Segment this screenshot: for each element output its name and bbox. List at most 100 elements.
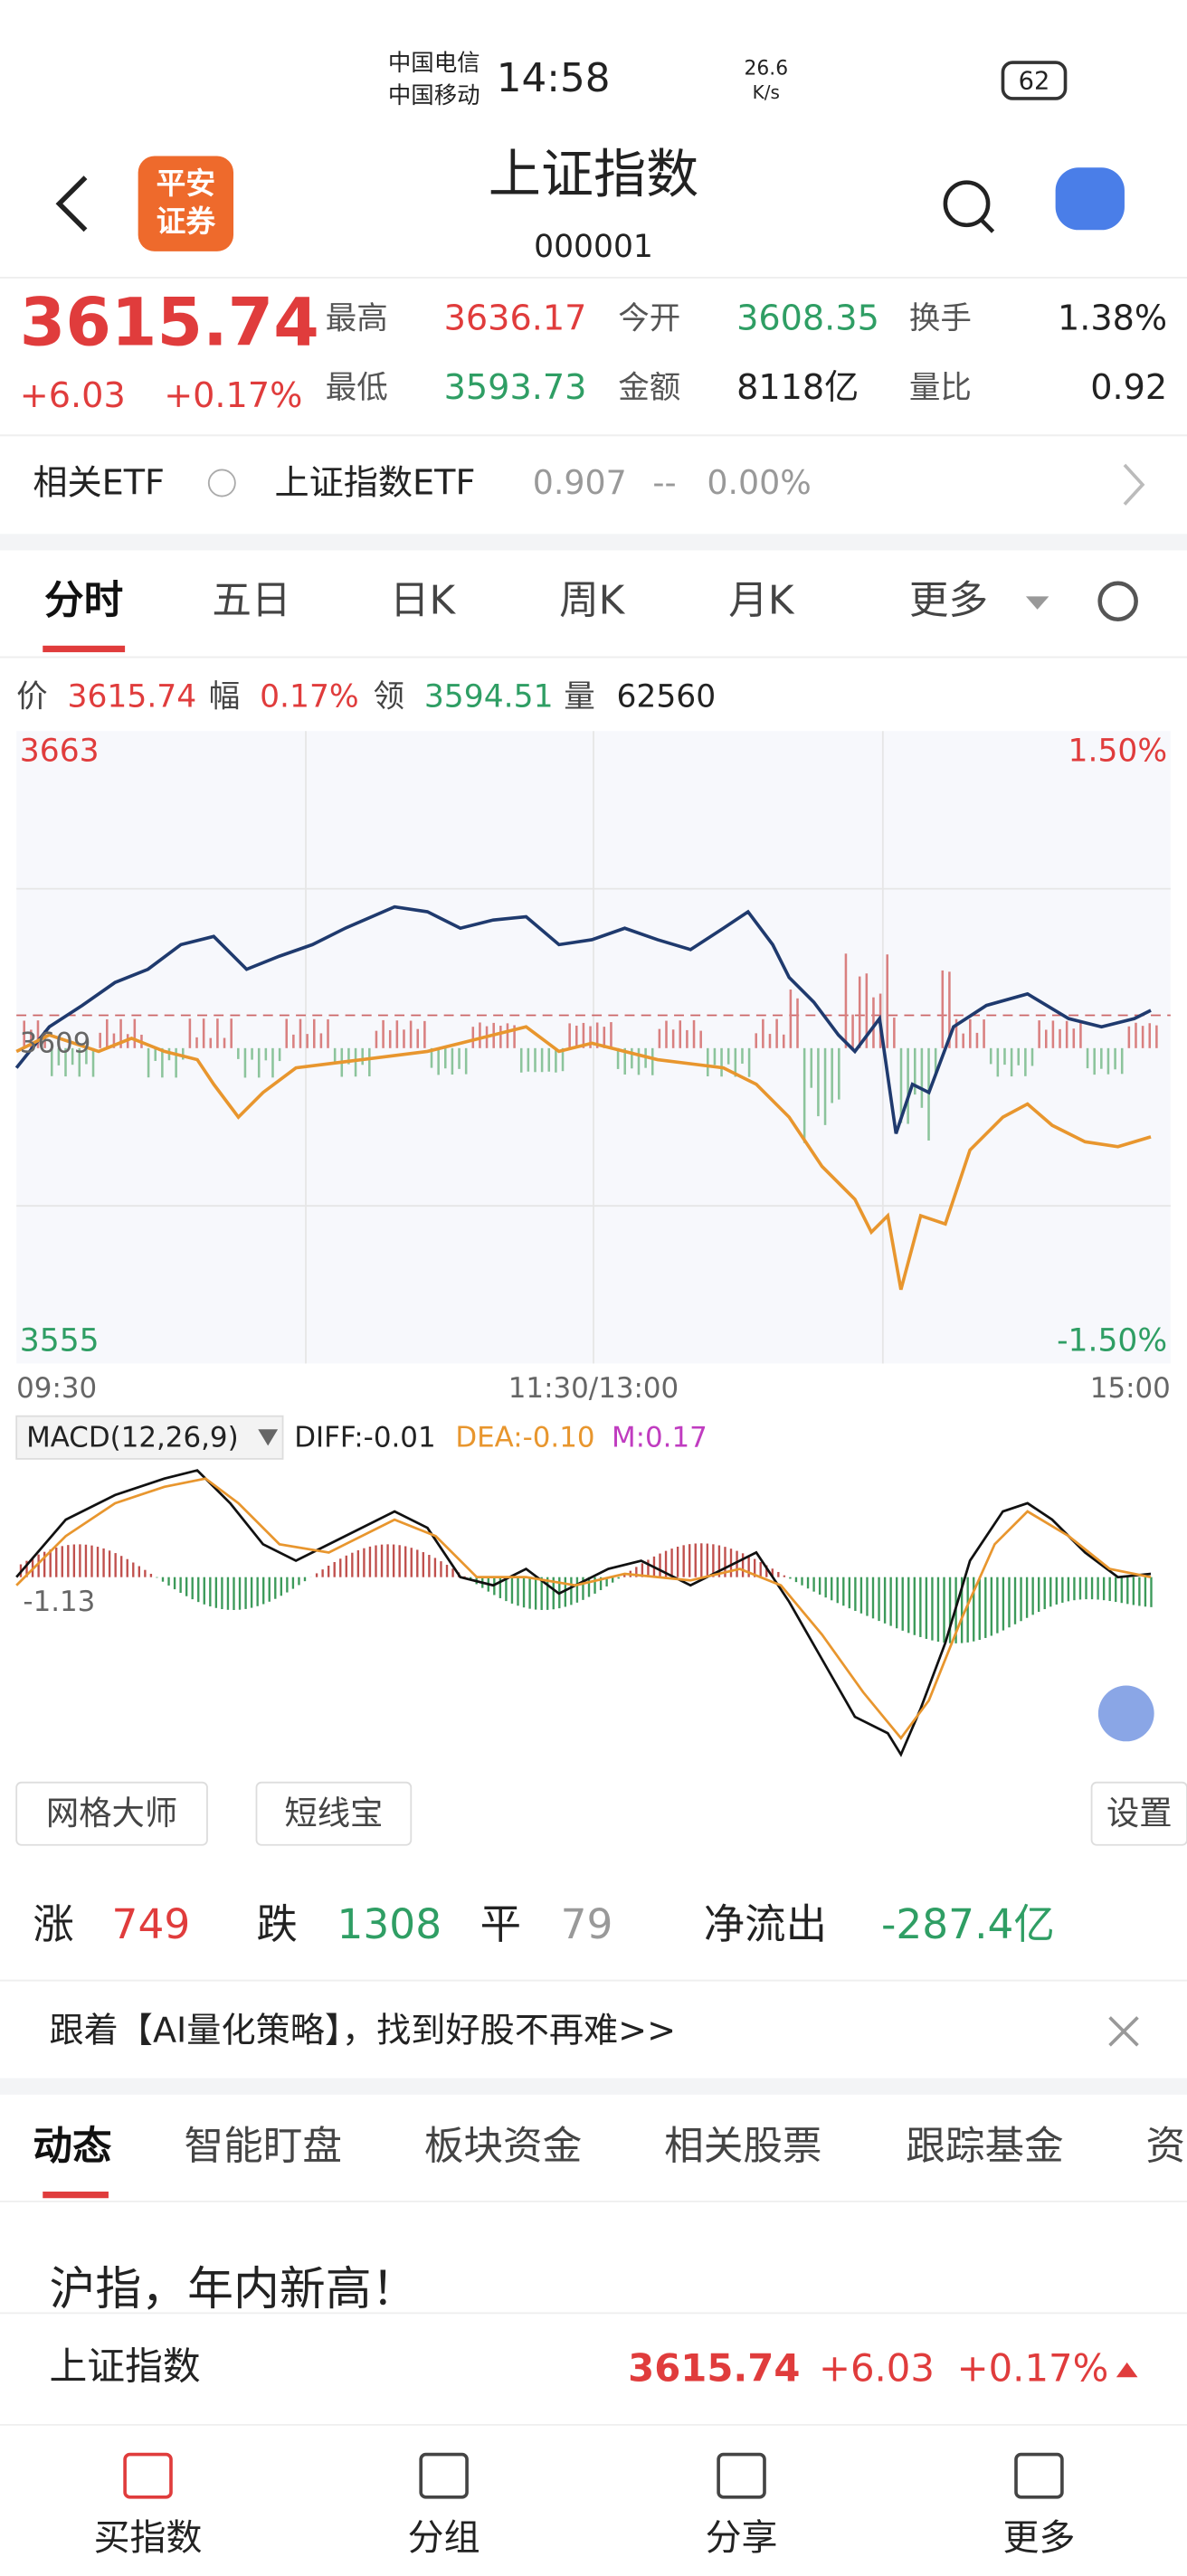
y-max: 3663 xyxy=(20,733,100,769)
volume-bar xyxy=(479,1022,481,1048)
macd-bar xyxy=(79,1544,81,1577)
macd-bar xyxy=(831,1577,833,1601)
volume-bar xyxy=(907,1047,909,1124)
back[interactable] xyxy=(55,175,88,232)
volume-bar xyxy=(423,1020,426,1048)
volume-bar xyxy=(50,1047,53,1076)
volume-bar xyxy=(775,1018,778,1048)
clock: 14:58 xyxy=(497,56,611,101)
volume-bar xyxy=(91,1047,95,1077)
macd-bar xyxy=(931,1577,934,1641)
period-tab[interactable]: 五日 xyxy=(212,579,290,624)
period-tab[interactable]: 月K xyxy=(728,579,795,624)
nav-icon[interactable] xyxy=(1014,2452,1064,2499)
volume-bar xyxy=(540,1047,544,1073)
volume-bar xyxy=(1155,1025,1158,1048)
info-icon[interactable] xyxy=(207,469,236,497)
macd-bar xyxy=(599,1577,603,1591)
macd-diff: DIFF:-0.01 xyxy=(294,1422,435,1454)
macd-bar xyxy=(670,1548,673,1577)
volume-bar xyxy=(762,1018,764,1048)
period-tab[interactable]: 日K xyxy=(390,579,457,624)
macd-bar xyxy=(197,1577,200,1603)
volume-bar xyxy=(375,1030,378,1048)
fullscreen[interactable] xyxy=(1097,1685,1154,1742)
volume-bar xyxy=(713,1047,717,1065)
news-tab[interactable]: 动态 xyxy=(33,2125,112,2170)
volume-bar xyxy=(623,1047,626,1075)
nav-label[interactable]: 分享 xyxy=(706,2517,778,2559)
pct-min: -1.50% xyxy=(1057,1322,1167,1359)
macd-bar xyxy=(594,1577,596,1594)
nav-label[interactable]: 分组 xyxy=(408,2517,480,2559)
nav-icon[interactable] xyxy=(419,2452,469,2499)
volume-bar xyxy=(962,1033,964,1048)
logo-text: 证券 xyxy=(157,204,216,239)
macd-bar xyxy=(451,1568,454,1577)
volume-bar xyxy=(920,1047,924,1108)
news-title[interactable]: 沪指，年内新高！ xyxy=(50,2262,418,2316)
price-line xyxy=(14,904,1152,1134)
settings-icon[interactable] xyxy=(1097,581,1138,622)
macd-bar xyxy=(398,1545,401,1577)
news-tab[interactable]: 智能盯盘 xyxy=(185,2125,342,2170)
volume-bar xyxy=(817,1047,820,1117)
macd-bar xyxy=(783,1575,786,1577)
search[interactable] xyxy=(943,180,991,228)
volume-bar xyxy=(686,1029,688,1048)
etf-pct: 0.00% xyxy=(707,463,811,502)
macd-bar xyxy=(859,1577,863,1614)
news-tab[interactable]: 资 xyxy=(1146,2125,1186,2170)
tool-button[interactable] xyxy=(255,1781,413,1846)
macd-bar xyxy=(262,1577,265,1605)
nav-icon[interactable] xyxy=(717,2452,766,2499)
info-value: 3615.74 xyxy=(68,678,197,715)
news-tab[interactable]: 板块资金 xyxy=(424,2125,582,2170)
tool-button[interactable] xyxy=(1090,1781,1187,1846)
macd-bar xyxy=(842,1577,845,1606)
field-label: 量比 xyxy=(909,370,972,406)
macd-bar xyxy=(617,1577,620,1579)
volume-bar xyxy=(838,1047,840,1100)
time-label: 11:30/13:00 xyxy=(508,1372,679,1405)
nav-label[interactable]: 更多 xyxy=(1002,2517,1075,2559)
volume-bar xyxy=(831,1047,833,1103)
banner[interactable]: 跟着【AI量化策略】，找到好股不再难>> xyxy=(50,2010,677,2050)
nav-icon[interactable] xyxy=(123,2452,173,2499)
news-tab[interactable]: 相关股票 xyxy=(664,2125,821,2170)
volume-bar xyxy=(395,1020,399,1048)
macd-bar xyxy=(185,1577,188,1596)
etf-name[interactable]: 上证指数ETF xyxy=(274,462,475,502)
field-label: 今开 xyxy=(618,301,680,337)
macd-bar xyxy=(250,1577,253,1608)
volume-bar xyxy=(347,1047,350,1065)
macd-bar xyxy=(433,1558,437,1577)
nav-label[interactable]: 买指数 xyxy=(94,2517,203,2559)
macd-select[interactable] xyxy=(15,1415,284,1460)
macd-bar xyxy=(871,1577,875,1619)
assistant[interactable] xyxy=(1055,167,1125,231)
tool-button[interactable] xyxy=(15,1781,208,1846)
info-value: 0.17% xyxy=(260,678,359,715)
macd-bar xyxy=(966,1577,969,1643)
macd-bar xyxy=(1102,1577,1106,1601)
volume-bar xyxy=(707,1047,709,1076)
volume-bar xyxy=(251,1047,253,1060)
volume-bar xyxy=(188,1018,192,1048)
volume-bar xyxy=(589,1026,592,1048)
macd-bar xyxy=(167,1577,170,1586)
period-tab[interactable]: 更多 xyxy=(909,579,988,624)
info-label: 价 xyxy=(16,678,48,715)
up-arrow xyxy=(1116,2362,1138,2378)
volume-bar xyxy=(969,1018,972,1048)
period-tab[interactable]: 周K xyxy=(559,579,626,624)
field-value: 3593.73 xyxy=(444,367,587,407)
volume-bar xyxy=(699,1030,702,1048)
close[interactable] xyxy=(1108,2016,1139,2047)
volume-bar xyxy=(36,1020,40,1048)
macd-bar xyxy=(948,1577,952,1643)
breadth-value: -287.4亿 xyxy=(881,1900,1055,1948)
period-tab[interactable]: 分时 xyxy=(44,579,123,624)
news-tab[interactable]: 跟踪基金 xyxy=(906,2125,1063,2170)
